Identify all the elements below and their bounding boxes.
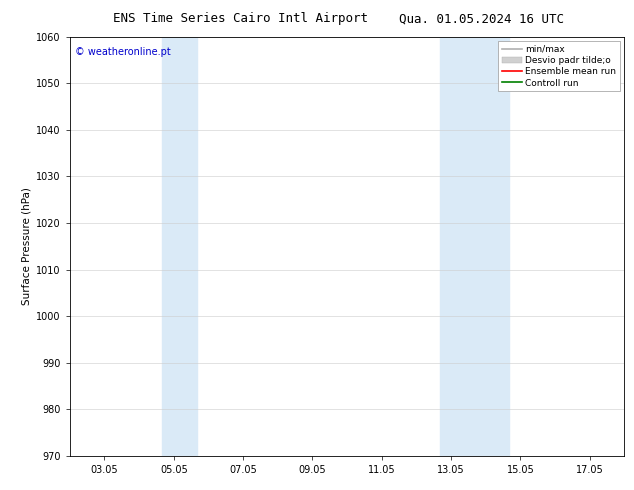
- Text: © weatheronline.pt: © weatheronline.pt: [75, 47, 171, 57]
- Text: Qua. 01.05.2024 16 UTC: Qua. 01.05.2024 16 UTC: [399, 12, 564, 25]
- Bar: [162, 37, 197, 456]
- Bar: [474, 37, 509, 456]
- Legend: min/max, Desvio padr tilde;o, Ensemble mean run, Controll run: min/max, Desvio padr tilde;o, Ensemble m…: [498, 41, 620, 91]
- Bar: [440, 37, 474, 456]
- Y-axis label: Surface Pressure (hPa): Surface Pressure (hPa): [22, 187, 32, 305]
- Text: ENS Time Series Cairo Intl Airport: ENS Time Series Cairo Intl Airport: [113, 12, 368, 25]
